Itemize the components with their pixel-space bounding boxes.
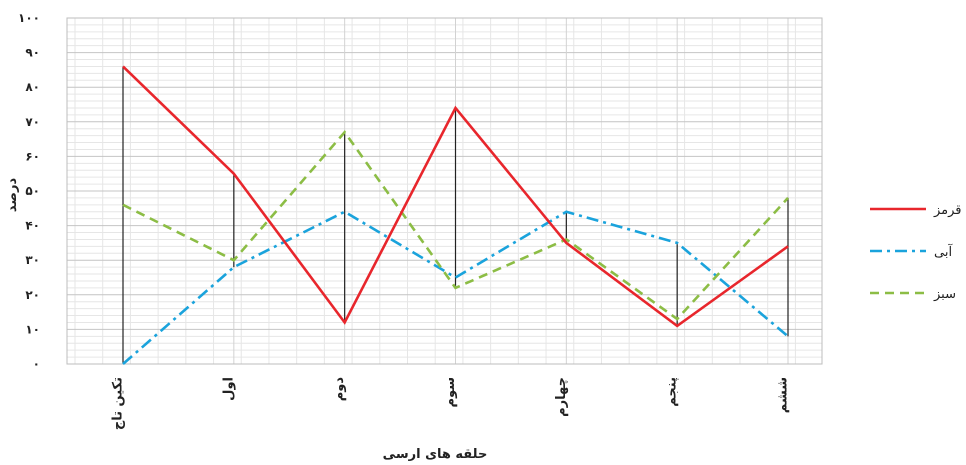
x-tick-label: اول xyxy=(221,377,236,401)
y-tick-label: ۴۰ xyxy=(25,219,40,233)
y-tick-label: ۱۰۰ xyxy=(18,11,40,25)
major-gridlines xyxy=(67,17,822,365)
y-tick-label: ۰ xyxy=(33,357,40,371)
y-tick-label: ۳۰ xyxy=(25,253,40,267)
legend-label: سبز xyxy=(933,287,956,302)
series-lines xyxy=(122,65,789,365)
x-tick-label: چهارم xyxy=(554,377,569,417)
plot-area xyxy=(66,17,823,365)
y-tick-label: ۱۰ xyxy=(25,322,40,336)
y-tick-label: ۷۰ xyxy=(25,115,40,129)
y-tick-label: ۹۰ xyxy=(25,46,40,60)
x-tick-label: دوم xyxy=(332,377,347,402)
series-line-1 xyxy=(122,210,789,365)
series-line-2 xyxy=(122,130,789,321)
series-line-0 xyxy=(122,65,789,328)
x-tick-label: تکین تاج xyxy=(111,377,126,430)
minor-gridlines xyxy=(67,18,822,364)
x-axis-title: حلقه های ارسی xyxy=(383,447,488,462)
y-tick-label: ۵۰ xyxy=(25,184,40,198)
y-tick-label: ۶۰ xyxy=(25,149,40,163)
y-tick-label: ۸۰ xyxy=(25,80,40,94)
legend-label: آبی xyxy=(934,243,953,260)
legend: قرمز آبی سبز xyxy=(870,203,962,302)
x-tick-label: سوم xyxy=(443,377,458,407)
drop-lines xyxy=(122,66,789,364)
x-tick-label: پنجم xyxy=(665,377,680,407)
y-tick-label: ۲۰ xyxy=(25,288,40,302)
x-axis-ticks: تکین تاج اول دوم سوم چهارم پنجم ششم xyxy=(111,377,791,430)
x-tick-label: ششم xyxy=(776,377,791,413)
y-axis-ticks: ۰ ۱۰ ۲۰ ۳۰ ۴۰ ۵۰ ۶۰ ۷۰ ۸۰ ۹۰ ۱۰۰ xyxy=(18,11,40,371)
legend-label: قرمز xyxy=(933,203,962,218)
y-axis-title: درصد xyxy=(5,178,20,213)
